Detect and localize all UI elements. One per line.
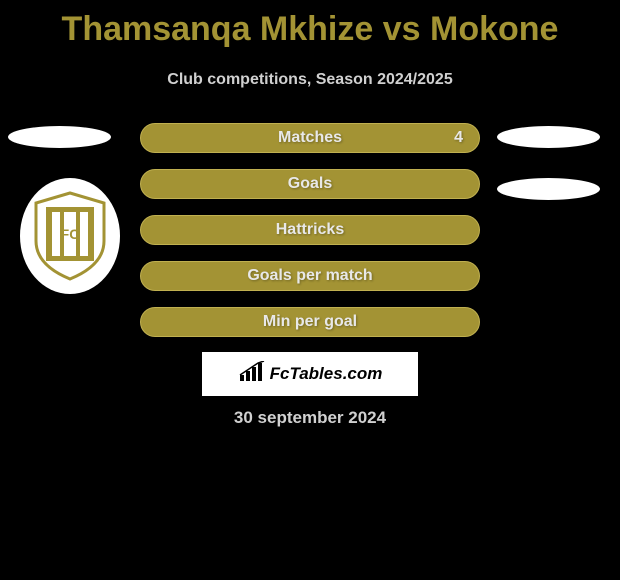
club-logo: FC — [20, 178, 120, 294]
branding-text: FcTables.com — [270, 364, 383, 384]
club-crest-icon: FC — [32, 191, 108, 281]
stat-label: Hattricks — [276, 221, 344, 239]
stat-label: Goals per match — [247, 267, 372, 285]
comparison-title: Thamsanqa Mkhize vs Mokone — [0, 0, 620, 49]
stat-label: Min per goal — [263, 313, 357, 331]
stats-container: Matches 4 Goals Hattricks Goals per matc… — [140, 123, 480, 353]
right-marker-ellipse-1 — [497, 126, 600, 148]
stat-label: Goals — [288, 175, 332, 193]
stat-row-goals-per-match: Goals per match — [140, 261, 480, 291]
stat-label: Matches — [278, 129, 342, 147]
stat-row-matches: Matches 4 — [140, 123, 480, 153]
stat-row-min-per-goal: Min per goal — [140, 307, 480, 337]
stat-row-hattricks: Hattricks — [140, 215, 480, 245]
svg-text:FC: FC — [61, 226, 80, 242]
chart-icon — [238, 361, 268, 388]
stat-row-goals: Goals — [140, 169, 480, 199]
right-marker-ellipse-2 — [497, 178, 600, 200]
subtitle: Club competitions, Season 2024/2025 — [0, 71, 620, 89]
branding-box[interactable]: FcTables.com — [202, 352, 418, 396]
stat-value: 4 — [454, 129, 463, 147]
left-marker-ellipse — [8, 126, 111, 148]
date-text: 30 september 2024 — [0, 408, 620, 428]
